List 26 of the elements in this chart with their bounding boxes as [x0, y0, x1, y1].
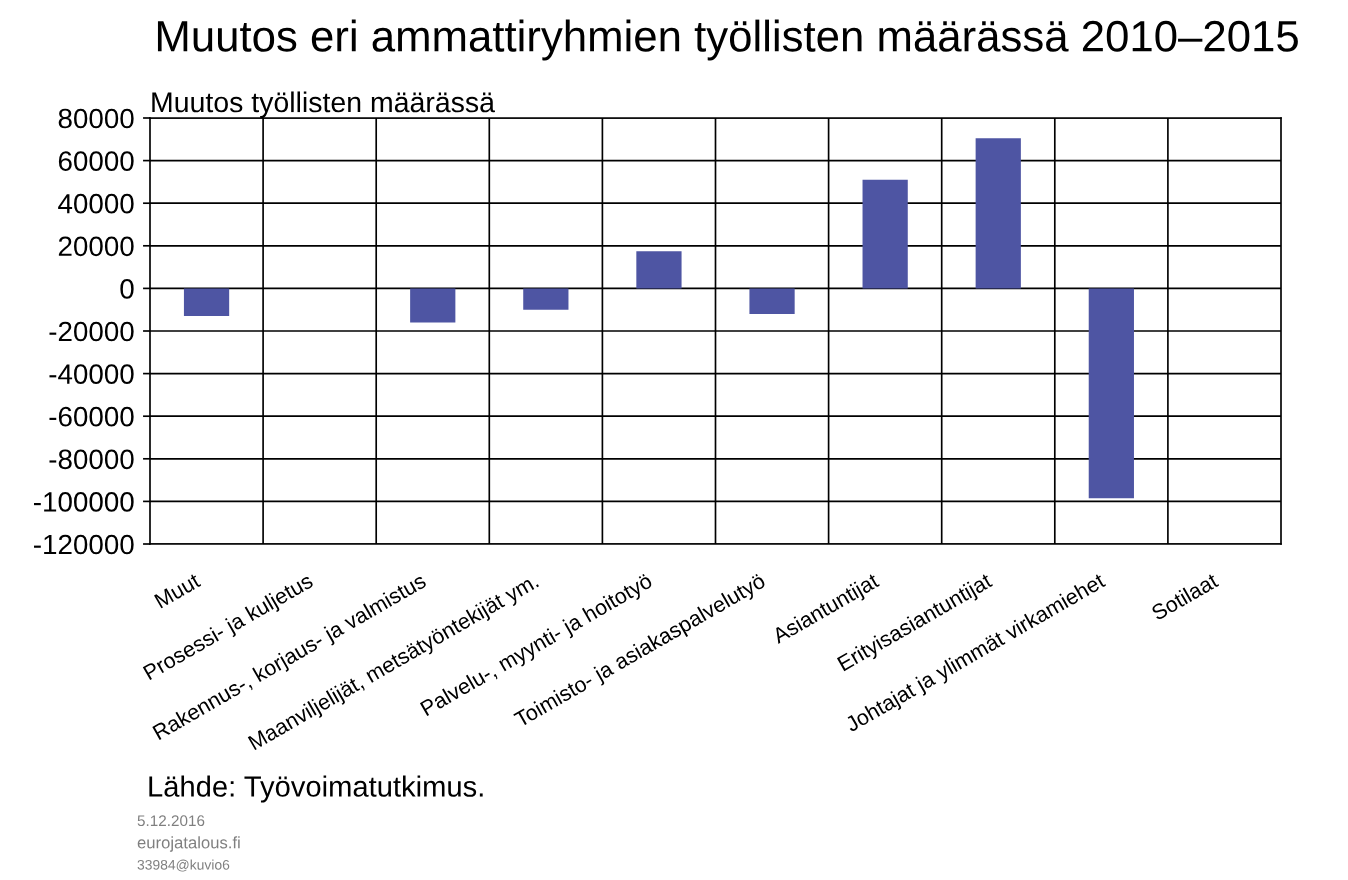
- y-tick-label: 40000: [58, 193, 134, 214]
- y-tick-label: 0: [120, 279, 134, 299]
- text: 33984@kuvio6: [137, 859, 230, 872]
- y-tick-label: -60000: [49, 406, 134, 427]
- text: 5.12.2016: [137, 815, 205, 827]
- bar: [183, 288, 230, 317]
- y-tick-label: -100000: [34, 492, 134, 512]
- y-tick-label: -20000: [49, 321, 134, 342]
- y-tick-label: -40000: [49, 364, 134, 384]
- bar: [749, 288, 795, 314]
- y-tick-label: 80000: [58, 108, 134, 129]
- text: Lähde: Työvoimatutkimus.: [149, 775, 483, 803]
- bar: [410, 288, 456, 323]
- bar: [862, 179, 908, 289]
- chart-title: Muutos eri ammattiryhmien työllisten määrässä 2010–2015: [157, 19, 1298, 61]
- y-tick-label: -80000: [49, 449, 134, 470]
- bar: [1088, 288, 1134, 499]
- bar: [636, 251, 682, 289]
- y-tick-label: 20000: [58, 236, 134, 257]
- bar: [975, 138, 1021, 289]
- text: eurojatalous.fi: [137, 836, 240, 852]
- y-tick-label: -120000: [34, 534, 134, 555]
- x-tick-label: Muut: [154, 572, 202, 609]
- y-tick-label: 60000: [58, 151, 134, 171]
- y-axis-title: Muutos työllisten määrässä: [152, 91, 495, 118]
- bar: [523, 288, 569, 310]
